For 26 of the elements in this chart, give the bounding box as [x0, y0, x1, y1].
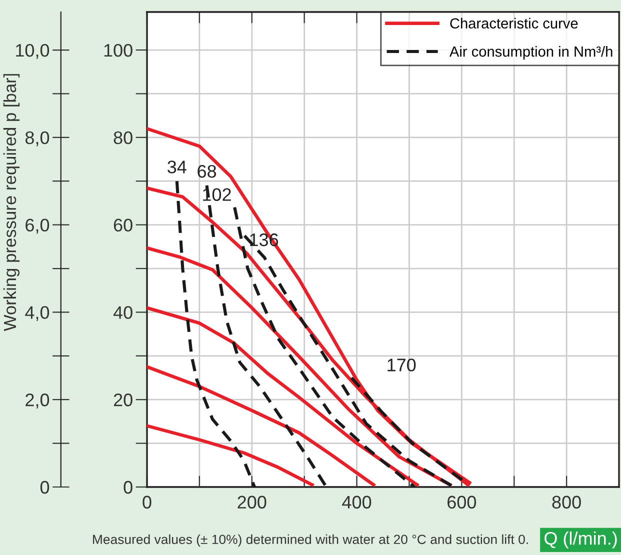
y-tick-label: 20	[114, 394, 132, 406]
annotation: 102	[203, 188, 231, 201]
y-tick-label: 40	[113, 306, 132, 319]
y2-tick-label: 2,0	[26, 394, 50, 408]
legend-label: Air consumption in Nm³/h	[449, 46, 612, 60]
annotation: 170	[388, 358, 416, 372]
text: Measured values (± 10%) determined with water at 20 °C and suction lift 0.	[93, 534, 528, 547]
y2-tick-label: 10,0	[16, 44, 50, 59]
y2-tick-label: 8,0	[25, 131, 50, 146]
x-tick-label: 0	[142, 496, 152, 509]
y2-axis-title: Working pressure required p [bar]	[3, 74, 20, 332]
annotation: 68	[198, 164, 216, 178]
y-tick-label: 0	[124, 480, 132, 494]
y2-tick-label: 6,0	[26, 218, 50, 234]
x-tick-label: 600	[448, 496, 476, 509]
legend-label: Characteristic curve	[450, 18, 578, 29]
x-tick-label: 800	[552, 496, 581, 509]
y2-tick-label: 4,0	[25, 306, 50, 322]
y-tick-label: 80	[114, 131, 132, 144]
x-tick-label: 400	[342, 496, 372, 509]
x-axis-title: Q (l/min.)	[544, 532, 617, 548]
y2-tick-label: 0	[40, 480, 50, 494]
y-tick-label: 100	[104, 44, 132, 57]
x-tick-label: 200	[238, 496, 266, 509]
annotation: 34	[168, 160, 186, 174]
y-tick-label: 60	[114, 218, 132, 232]
